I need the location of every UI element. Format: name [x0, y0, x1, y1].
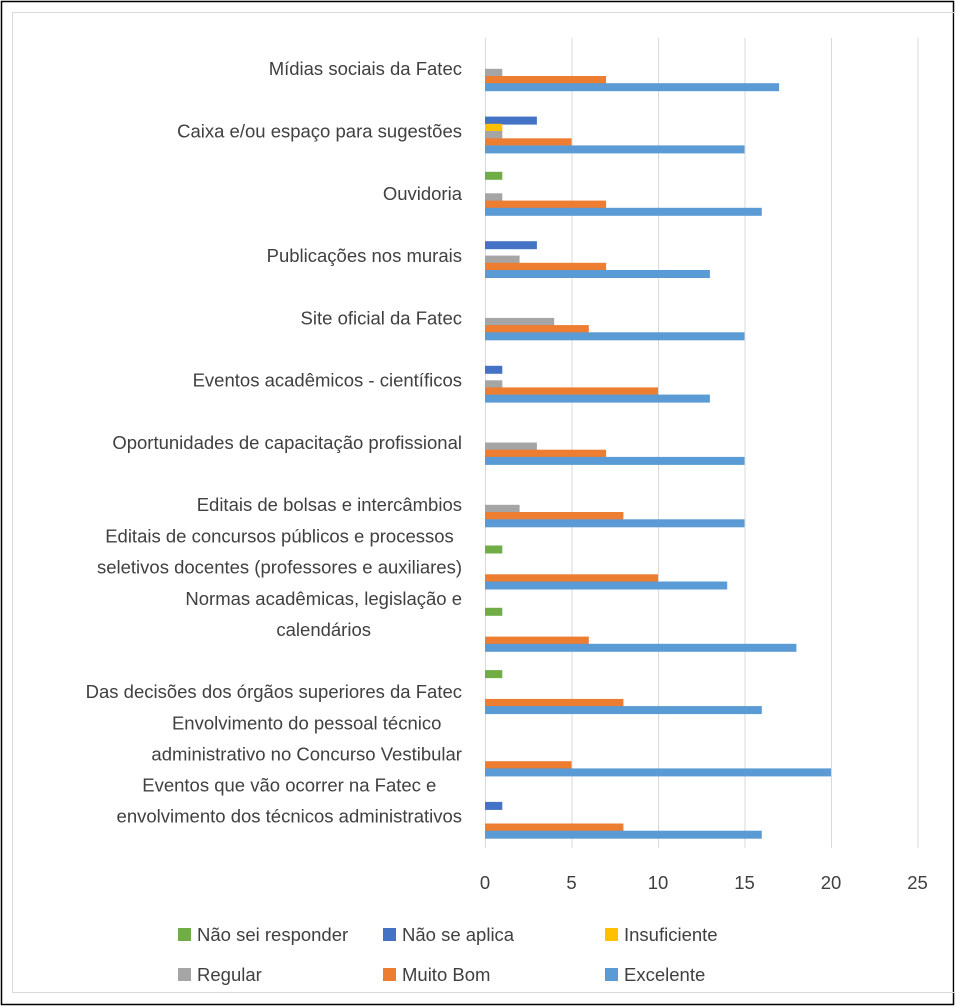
category-label-1: Mídias sociais da Fatec [269, 58, 462, 79]
bar-13-excelente [485, 830, 762, 839]
bar-4-muito-bom [485, 262, 607, 271]
bar-2-insuficiente [485, 123, 503, 132]
bar-9-excelente [485, 581, 728, 590]
bar-3-excelente [485, 207, 762, 216]
bars [485, 68, 831, 839]
bar-6-muito-bom [485, 387, 658, 396]
bar-12-excelente [485, 768, 831, 777]
legend-label-excelente: Excelente [624, 964, 705, 985]
category-label-9-line-1: Editais de concursos públicos e processo… [105, 526, 454, 547]
legend-swatch-nao-sei-responder [178, 928, 191, 941]
bar-2-excelente [485, 145, 745, 154]
bar-2-muito-bom [485, 138, 572, 147]
category-label-13-line-1: Eventos que vão ocorrer na Fatec e [142, 775, 436, 796]
bar-9-muito-bom [485, 574, 658, 583]
bar-2-regular [485, 131, 503, 139]
category-label-10-line-1: Normas acadêmicas, legislação e [185, 588, 462, 609]
bar-10-muito-bom [485, 636, 589, 645]
bar-1-muito-bom [485, 76, 607, 84]
legend-label-nao-se-aplica: Não se aplica [402, 924, 515, 945]
bar-10-excelente [485, 643, 797, 652]
category-label-9-line-2: seletivos docentes (professores e auxili… [97, 557, 462, 578]
x-axis-tick-labels: 0 5 10 15 20 25 [480, 872, 928, 893]
bar-9-n-o-sei-responder [485, 545, 503, 554]
x-tick-label-10: 10 [648, 872, 669, 893]
bar-8-excelente [485, 519, 745, 528]
bar-8-regular [485, 504, 520, 513]
category-label-12-line-2: administrativo no Concurso Vestibular [151, 743, 462, 764]
legend-swatch-insuficiente [605, 928, 618, 941]
bar-11-n-o-sei-responder [485, 670, 503, 679]
legend-swatch-excelente [605, 968, 618, 981]
bar-4-excelente [485, 270, 710, 278]
bar-11-excelente [485, 706, 762, 715]
legend-label-regular: Regular [197, 964, 262, 985]
category-label-6: Eventos acadêmicos - científicos [193, 370, 462, 391]
legend-label-insuficiente: Insuficiente [624, 924, 718, 945]
bar-13-muito-bom [485, 823, 624, 832]
bar-7-regular [485, 442, 537, 451]
bar-1-excelente [485, 83, 780, 92]
bar-4-regular [485, 255, 520, 264]
bar-13-n-o-se-aplica [485, 801, 503, 810]
bar-3-n-o-sei-responder [485, 171, 503, 180]
bar-6-regular [485, 380, 503, 389]
bar-12-muito-bom [485, 761, 572, 770]
bar-4-n-o-se-aplica [485, 241, 537, 250]
bar-3-regular [485, 193, 503, 202]
category-label-4: Publicações nos murais [267, 245, 462, 266]
legend-swatch-nao-se-aplica [383, 928, 396, 941]
x-tick-label-0: 0 [480, 872, 490, 893]
bar-5-excelente [485, 332, 745, 341]
bar-10-n-o-sei-responder [485, 607, 503, 616]
category-label-10-line-2: calendários [276, 619, 371, 640]
legend-label-muito-bom: Muito Bom [402, 964, 490, 985]
bar-6-n-o-se-aplica [485, 365, 503, 374]
legend-swatch-muito-bom [383, 968, 396, 981]
bar-11-muito-bom [485, 698, 624, 707]
legend-label-nao-sei-responder: Não sei responder [197, 924, 348, 945]
category-label-13-line-2: envolvimento dos técnicos administrativo… [117, 806, 463, 827]
x-tick-label-20: 20 [821, 872, 842, 893]
category-label-2: Caixa e/ou espaço para sugestões [177, 120, 462, 141]
bar-1-regular [485, 68, 503, 77]
bar-6-excelente [485, 394, 710, 403]
bar-3-muito-bom [485, 200, 607, 209]
category-label-11: Das decisões dos órgãos superiores da Fa… [86, 681, 462, 702]
bar-7-excelente [485, 456, 745, 465]
bar-2-n-o-se-aplica [485, 116, 537, 125]
category-labels: Mídias sociais da Fatec Caixa e/ou espaço… [86, 58, 463, 827]
legend: Não sei responder Não se aplica Insuficien… [178, 924, 718, 985]
x-tick-label-25: 25 [907, 872, 928, 893]
category-label-5: Site oficial da Fatec [301, 307, 462, 328]
bar-8-muito-bom [485, 512, 624, 520]
bar-7-muito-bom [485, 449, 607, 458]
category-label-8: Editais de bolsas e intercâmbios [197, 494, 462, 515]
bar-5-regular [485, 317, 555, 326]
legend-swatch-regular [178, 968, 191, 981]
category-label-12-line-1: Envolvimento do pessoal técnico [172, 712, 441, 733]
bar-5-muito-bom [485, 325, 589, 334]
category-label-7: Oportunidades de capacitação profissiona… [112, 432, 462, 453]
x-tick-label-5: 5 [566, 872, 576, 893]
category-label-3: Ouvidoria [383, 183, 463, 204]
x-tick-label-15: 15 [734, 872, 755, 893]
